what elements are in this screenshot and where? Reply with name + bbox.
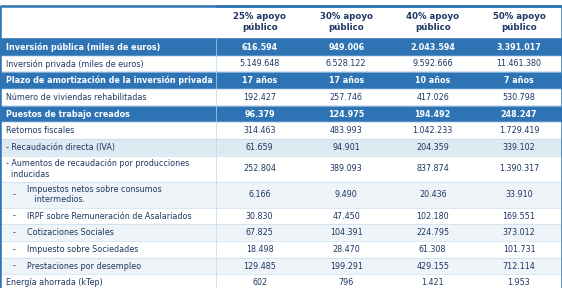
Text: 1.729.419: 1.729.419	[498, 126, 540, 135]
Text: 199.291: 199.291	[330, 262, 362, 271]
Text: Prestaciones por desempleo: Prestaciones por desempleo	[27, 262, 141, 271]
Text: 11.461.380: 11.461.380	[496, 59, 542, 69]
Text: Plazo de amortización de la inversión privada: Plazo de amortización de la inversión pr…	[6, 76, 212, 85]
Text: Número de viviendas rehabilitadas: Número de viviendas rehabilitadas	[6, 93, 146, 102]
Text: 7 años: 7 años	[504, 76, 534, 85]
Text: 94.901: 94.901	[332, 143, 360, 152]
Text: 33.910: 33.910	[505, 190, 533, 199]
Text: 616.594: 616.594	[242, 43, 278, 52]
Text: Impuesto sobre Sociedades: Impuesto sobre Sociedades	[27, 245, 138, 254]
Text: 9.490: 9.490	[335, 190, 357, 199]
Bar	[0, 258, 562, 274]
Text: 224.795: 224.795	[416, 228, 449, 237]
Bar	[0, 156, 562, 182]
Bar	[0, 72, 562, 89]
Bar	[0, 39, 562, 56]
Bar	[0, 139, 562, 156]
Bar	[0, 182, 562, 208]
Text: 1.390.317: 1.390.317	[499, 164, 539, 173]
Text: 9.592.666: 9.592.666	[413, 59, 453, 69]
Text: 417.026: 417.026	[416, 93, 449, 102]
Text: 389.093: 389.093	[330, 164, 362, 173]
Bar	[0, 89, 562, 106]
Text: 314.463: 314.463	[243, 126, 276, 135]
Bar	[0, 208, 562, 224]
Text: - Aumentos de recaudación por producciones
  inducidas: - Aumentos de recaudación por produccion…	[6, 159, 189, 179]
Text: 25% apoyo
público: 25% apoyo público	[233, 12, 286, 32]
Text: 204.359: 204.359	[416, 143, 449, 152]
Text: -: -	[12, 245, 16, 254]
Text: 796: 796	[338, 278, 354, 287]
Bar	[0, 241, 562, 258]
Bar	[0, 122, 562, 139]
Text: Cotizaciones Sociales: Cotizaciones Sociales	[27, 228, 114, 237]
Text: 104.391: 104.391	[330, 228, 362, 237]
Text: -: -	[12, 190, 16, 199]
Text: 17 años: 17 años	[329, 76, 364, 85]
Text: 429.155: 429.155	[416, 262, 449, 271]
Text: 1.953: 1.953	[507, 278, 531, 287]
Text: -: -	[12, 228, 16, 237]
Text: 6.166: 6.166	[248, 190, 271, 199]
Text: Inversión pública (miles de euros): Inversión pública (miles de euros)	[6, 43, 160, 52]
Text: 257.746: 257.746	[330, 93, 362, 102]
Text: 1.421: 1.421	[422, 278, 444, 287]
Text: 28.470: 28.470	[332, 245, 360, 254]
Text: -: -	[12, 262, 16, 271]
Text: 5.149.648: 5.149.648	[239, 59, 280, 69]
Text: 40% apoyo
público: 40% apoyo público	[406, 12, 459, 32]
Text: 3.391.017: 3.391.017	[497, 43, 541, 52]
Text: 602: 602	[252, 278, 267, 287]
Text: 2.043.594: 2.043.594	[410, 43, 455, 52]
Text: 30% apoyo
público: 30% apoyo público	[320, 12, 373, 32]
Text: Inversión privada (miles de euros): Inversión privada (miles de euros)	[6, 59, 143, 69]
Text: 47.450: 47.450	[332, 211, 360, 221]
Text: 30.830: 30.830	[246, 211, 273, 221]
Text: Retornos fiscales: Retornos fiscales	[6, 126, 74, 135]
Text: 712.114: 712.114	[502, 262, 536, 271]
Text: 530.798: 530.798	[502, 93, 536, 102]
Text: 252.804: 252.804	[243, 164, 276, 173]
Text: 61.308: 61.308	[419, 245, 446, 254]
Text: 18.498: 18.498	[246, 245, 274, 254]
Bar	[0, 274, 562, 288]
Text: 1.042.233: 1.042.233	[413, 126, 453, 135]
Text: 373.012: 373.012	[502, 228, 536, 237]
Text: 194.492: 194.492	[415, 109, 451, 119]
Bar	[0, 106, 562, 122]
Text: 248.247: 248.247	[501, 109, 537, 119]
Text: 102.180: 102.180	[416, 211, 449, 221]
Text: 6.528.122: 6.528.122	[326, 59, 366, 69]
Text: 17 años: 17 años	[242, 76, 277, 85]
Text: -: -	[12, 211, 16, 221]
Text: 124.975: 124.975	[328, 109, 364, 119]
Text: 10 años: 10 años	[415, 76, 450, 85]
Text: Impuestos netos sobre consumos
   intermedios.: Impuestos netos sobre consumos intermedi…	[27, 185, 162, 204]
Text: 339.102: 339.102	[502, 143, 536, 152]
Text: 67.825: 67.825	[246, 228, 274, 237]
Text: IRPF sobre Remuneración de Asalariados: IRPF sobre Remuneración de Asalariados	[27, 211, 192, 221]
Text: 101.731: 101.731	[502, 245, 536, 254]
Bar	[0, 6, 562, 39]
Text: 20.436: 20.436	[419, 190, 447, 199]
Bar	[0, 56, 562, 72]
Text: 949.006: 949.006	[328, 43, 364, 52]
Text: 483.993: 483.993	[330, 126, 362, 135]
Text: 96.379: 96.379	[244, 109, 275, 119]
Text: 169.551: 169.551	[502, 211, 536, 221]
Text: 50% apoyo
público: 50% apoyo público	[492, 12, 546, 32]
Bar	[0, 224, 562, 241]
Text: 837.874: 837.874	[416, 164, 449, 173]
Text: Puestos de trabajo creados: Puestos de trabajo creados	[6, 109, 129, 119]
Text: 129.485: 129.485	[243, 262, 276, 271]
Text: - Recaudación directa (IVA): - Recaudación directa (IVA)	[6, 143, 115, 152]
Text: Energía ahorrada (kTep): Energía ahorrada (kTep)	[6, 278, 102, 287]
Text: 61.659: 61.659	[246, 143, 274, 152]
Text: 192.427: 192.427	[243, 93, 276, 102]
